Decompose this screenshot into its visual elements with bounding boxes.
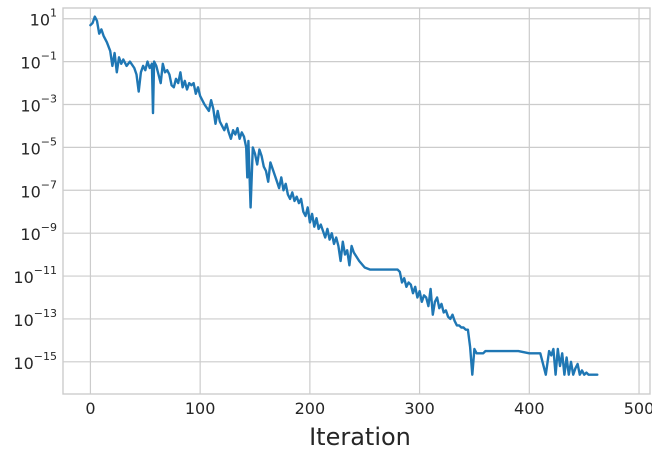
grid-lines xyxy=(63,8,650,394)
x-axis-title: Iteration xyxy=(309,423,411,450)
x-tick-label: 100 xyxy=(185,399,216,418)
series-line xyxy=(89,15,599,376)
y-tick-label: 10−5 xyxy=(20,135,57,158)
y-tick-label: 10−7 xyxy=(20,178,57,201)
x-tick-labels: 0 100 200 300 400 500 xyxy=(85,399,652,418)
y-tick-label: 10−11 xyxy=(13,264,57,287)
series-group xyxy=(89,15,599,376)
y-tick-labels: 101 10−1 10−3 10−5 10−7 10−9 10−11 10−13 10−15 xyxy=(13,7,57,373)
y-tick-label: 10−15 xyxy=(13,350,57,373)
x-tick-label: 400 xyxy=(514,399,545,418)
x-tick-label: 0 xyxy=(85,399,95,418)
y-tick-label: 10−9 xyxy=(20,221,57,244)
plot-frame xyxy=(62,7,651,395)
y-tick-label: 10−3 xyxy=(20,93,57,116)
y-tick-label: 10−1 xyxy=(20,50,57,73)
x-tick-label: 300 xyxy=(404,399,435,418)
x-tick-label: 500 xyxy=(624,399,652,418)
y-tick-label: 10−13 xyxy=(13,307,57,330)
y-tick-label: 101 xyxy=(30,7,57,30)
x-tick-label: 200 xyxy=(295,399,326,418)
